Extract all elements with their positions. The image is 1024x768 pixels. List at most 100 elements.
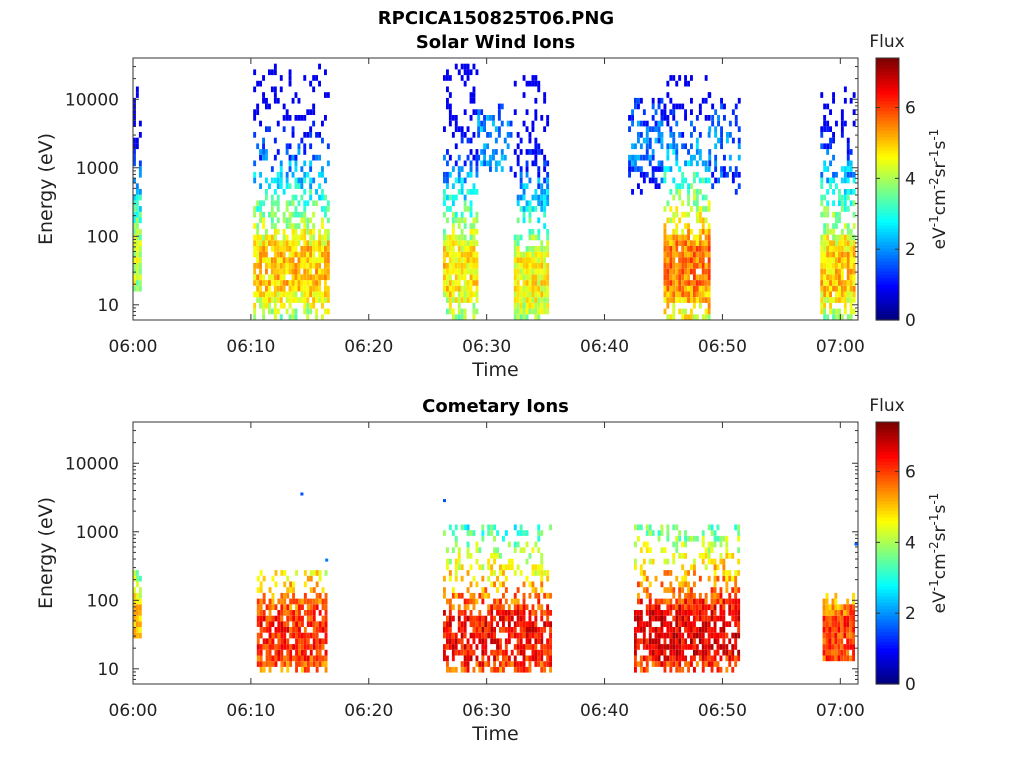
heatmap-cell [457,257,461,263]
heatmap-cell [256,638,260,645]
heatmap-cell [666,274,670,281]
heatmap-cell [690,297,693,303]
heatmap-cell [693,291,696,298]
heatmap-cell [451,183,455,189]
heatmap-cell [852,604,855,610]
heatmap-cell [519,524,523,531]
heatmap-cell [823,166,827,172]
heatmap-cell [707,234,711,241]
heatmap-cell [469,228,473,235]
heatmap-cell [852,598,855,605]
heatmap-cell [276,274,280,281]
heatmap-cell [472,154,476,161]
heatmap-cell [540,206,544,212]
heatmap-cell [268,655,272,662]
heatmap-cell [716,638,720,645]
colorbar-segment [876,247,899,252]
heatmap-cell [466,615,470,622]
heatmap-cell [719,598,723,605]
heatmap-cell [321,171,324,178]
heatmap-cell [522,274,526,281]
heatmap-cell [463,132,467,138]
heatmap-cell [687,228,690,235]
heatmap-cell [648,649,652,656]
heatmap-cell [256,661,260,667]
heatmap-cell [133,109,136,115]
heatmap-cell [546,291,550,298]
heatmap-cell [546,285,550,292]
heatmap-cell [846,257,850,263]
colorbar-segment [876,274,899,279]
heatmap-cell [493,655,496,662]
heatmap-cell [292,644,295,650]
heatmap-cell [701,97,705,104]
heatmap-cell [318,194,321,201]
heatmap-cell [478,638,482,645]
heatmap-cell [840,655,844,662]
heatmap-cell [701,661,705,667]
heatmap-cell [666,610,670,616]
heatmap-cell [684,570,687,576]
heatmap-cell [489,132,492,138]
heatmap-cell [472,234,476,241]
heatmap-cell [324,257,327,263]
heatmap-cell [496,649,499,656]
heatmap-cell [454,274,458,281]
heatmap-cell [262,246,265,252]
heatmap-cell [731,632,735,639]
heatmap-cell [678,234,682,241]
heatmap-cell [731,615,735,622]
heatmap-cell [716,524,720,531]
heatmap-cell [672,632,676,639]
heatmap-cell [846,285,850,292]
heatmap-cell [846,638,850,645]
heatmap-cell [681,581,685,588]
heatmap-cell [133,587,136,593]
heatmap-cell [675,649,679,656]
heatmap-cell [291,97,295,104]
heatmap-cell [695,604,699,610]
heatmap-cell [525,655,529,662]
heatmap-cell [460,211,464,218]
heatmap-cell [663,587,667,593]
colorbar-segment [876,67,899,72]
heatmap-cell [446,297,449,303]
heatmap-cell [286,644,290,650]
heatmap-cell [271,604,275,610]
heatmap-cell [540,655,544,662]
heatmap-cell [496,644,499,650]
heatmap-cell [728,610,732,616]
heatmap-cell [678,285,682,292]
heatmap-cell [531,160,535,167]
heatmap-cell [663,632,667,639]
heatmap-cell [279,285,283,292]
heatmap-cell [642,137,646,144]
heatmap-cell [283,632,287,639]
heatmap-cell [693,240,696,246]
heatmap-cell [443,189,446,195]
heatmap-cell [660,166,664,172]
heatmap-cell [321,604,325,610]
heatmap-cell [504,644,508,650]
heatmap-cell [687,240,690,246]
heatmap-cell [546,194,550,201]
heatmap-cell [513,621,517,627]
heatmap-cell [634,103,637,110]
heatmap-cell [663,644,667,650]
heatmap-cell [713,610,717,616]
heatmap-cell [321,166,324,172]
heatmap-cell [531,564,535,571]
heatmap-cell [713,541,717,548]
heatmap-cell [642,154,646,161]
heatmap-cell [270,217,274,224]
heatmap-cell [698,257,702,263]
heatmap-cell [734,524,738,531]
heatmap-cell [475,257,479,263]
heatmap-cell [660,120,664,127]
colorbar-segment [876,120,899,125]
heatmap-cell [303,240,307,246]
heatmap-cell [690,280,693,286]
heatmap-cell [270,166,274,172]
heatmap-cell [294,194,298,201]
heatmap-cell [291,246,295,252]
